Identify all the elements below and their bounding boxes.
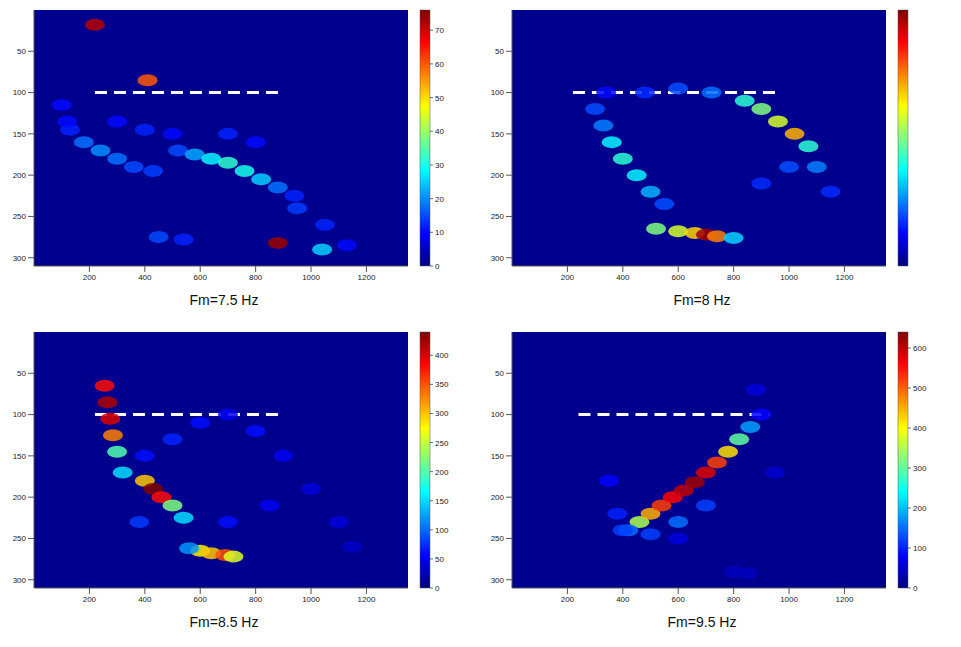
- svg-text:1000: 1000: [780, 273, 798, 282]
- svg-text:400: 400: [616, 273, 630, 282]
- svg-text:10: 10: [435, 228, 444, 237]
- svg-text:200: 200: [83, 595, 97, 604]
- svg-text:800: 800: [249, 595, 263, 604]
- svg-text:200: 200: [913, 504, 927, 513]
- svg-text:100: 100: [13, 410, 27, 419]
- svg-text:350: 350: [435, 380, 449, 389]
- svg-text:250: 250: [13, 534, 27, 543]
- svg-text:50: 50: [495, 369, 504, 378]
- svg-text:200: 200: [435, 468, 449, 477]
- svg-text:150: 150: [13, 130, 27, 139]
- svg-text:200: 200: [561, 595, 575, 604]
- svg-text:1000: 1000: [302, 273, 320, 282]
- svg-text:800: 800: [727, 595, 741, 604]
- svg-text:200: 200: [13, 171, 27, 180]
- svg-text:400: 400: [138, 273, 152, 282]
- svg-text:600: 600: [194, 273, 208, 282]
- svg-text:50: 50: [17, 369, 26, 378]
- svg-text:150: 150: [13, 452, 27, 461]
- html-text:Fm=9.5 Hz: Fm=9.5 Hz: [667, 614, 737, 630]
- svg-text:100: 100: [491, 410, 505, 419]
- svg-text:50: 50: [435, 94, 444, 103]
- svg-text:200: 200: [13, 493, 27, 502]
- svg-text:1000: 1000: [780, 595, 798, 604]
- html-text:Fm=8 Hz: Fm=8 Hz: [673, 292, 731, 308]
- svg-text:1000: 1000: [302, 595, 320, 604]
- svg-text:100: 100: [13, 88, 27, 97]
- svg-text:600: 600: [672, 273, 686, 282]
- svg-text:300: 300: [435, 409, 449, 418]
- svg-text:400: 400: [138, 595, 152, 604]
- svg-text:300: 300: [13, 576, 27, 585]
- svg-text:100: 100: [491, 88, 505, 97]
- svg-text:30: 30: [435, 161, 444, 170]
- svg-text:50: 50: [495, 47, 504, 56]
- svg-text:50: 50: [17, 47, 26, 56]
- svg-text:1200: 1200: [836, 595, 854, 604]
- svg-text:300: 300: [13, 254, 27, 263]
- svg-text:400: 400: [913, 424, 927, 433]
- svg-text:600: 600: [913, 344, 927, 353]
- svg-text:600: 600: [194, 595, 208, 604]
- svg-text:250: 250: [491, 534, 505, 543]
- svg-text:300: 300: [913, 464, 927, 473]
- svg-text:200: 200: [83, 273, 97, 282]
- svg-text:200: 200: [491, 171, 505, 180]
- svg-text:40: 40: [435, 127, 444, 136]
- svg-text:150: 150: [491, 452, 505, 461]
- svg-text:800: 800: [249, 273, 263, 282]
- svg-text:600: 600: [672, 595, 686, 604]
- svg-text:300: 300: [491, 576, 505, 585]
- svg-text:150: 150: [435, 497, 449, 506]
- svg-text:300: 300: [491, 254, 505, 263]
- svg-text:500: 500: [913, 384, 927, 393]
- html-text:Fm=7.5 Hz: Fm=7.5 Hz: [189, 292, 259, 308]
- svg-text:200: 200: [491, 493, 505, 502]
- svg-text:20: 20: [435, 195, 444, 204]
- svg-text:1200: 1200: [836, 273, 854, 282]
- svg-text:1200: 1200: [358, 595, 376, 604]
- svg-text:100: 100: [913, 544, 927, 553]
- svg-text:70: 70: [435, 26, 444, 35]
- svg-text:400: 400: [435, 351, 449, 360]
- svg-text:250: 250: [13, 212, 27, 221]
- svg-text:50: 50: [435, 555, 444, 564]
- svg-text:250: 250: [491, 212, 505, 221]
- svg-text:400: 400: [616, 595, 630, 604]
- svg-text:100: 100: [435, 526, 449, 535]
- svg-text:60: 60: [435, 60, 444, 69]
- svg-text:0: 0: [435, 584, 440, 593]
- svg-text:0: 0: [435, 262, 440, 271]
- svg-text:800: 800: [727, 273, 741, 282]
- svg-text:200: 200: [561, 273, 575, 282]
- html-text:Fm=8.5 Hz: Fm=8.5 Hz: [189, 614, 259, 630]
- svg-text:150: 150: [491, 130, 505, 139]
- svg-text:1200: 1200: [358, 273, 376, 282]
- svg-text:0: 0: [913, 584, 918, 593]
- svg-text:250: 250: [435, 439, 449, 448]
